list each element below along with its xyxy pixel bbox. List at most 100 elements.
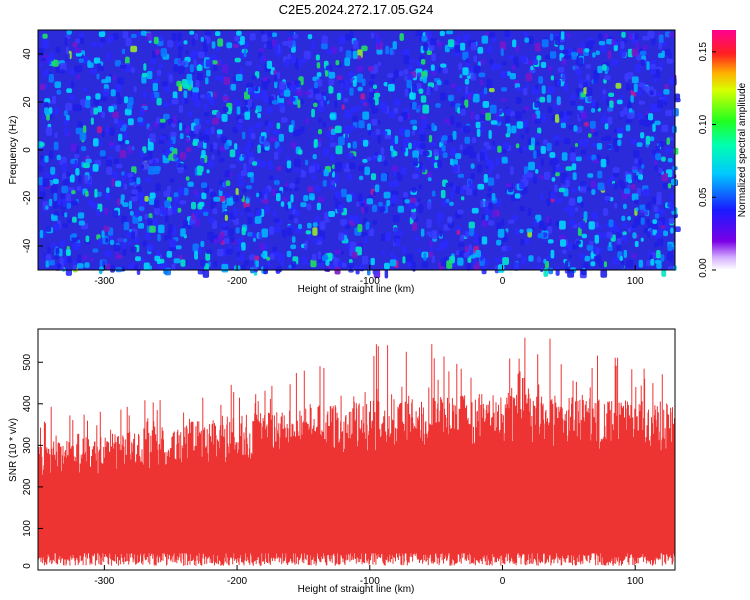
heatmap-cell	[473, 258, 477, 266]
heatmap-cell	[588, 133, 592, 138]
heatmap-cell	[222, 202, 226, 211]
heatmap-cell	[76, 263, 84, 269]
heatmap-cell	[635, 64, 642, 73]
heatmap-cell	[262, 81, 268, 90]
heatmap-cell	[196, 72, 204, 80]
heatmap-cell	[429, 141, 437, 147]
heatmap-cell	[108, 35, 114, 42]
heatmap-cell	[71, 190, 76, 195]
heatmap-cell	[247, 139, 252, 148]
heatmap-cell	[108, 142, 114, 147]
heatmap-cell	[357, 86, 363, 92]
heatmap-cell	[147, 151, 153, 160]
heatmap-cell	[514, 83, 521, 89]
heatmap-cell	[412, 265, 416, 272]
heatmap-cell	[52, 178, 59, 184]
heatmap-cell	[158, 140, 165, 145]
heatmap-cell	[560, 118, 568, 123]
heatmap-cell	[303, 50, 311, 60]
heatmap-cell	[374, 151, 379, 156]
heatmap-cell	[577, 47, 584, 54]
heatmap-cell	[525, 84, 529, 89]
heatmap-cell	[135, 256, 141, 262]
heatmap-cell	[239, 156, 244, 161]
heatmap-cell	[127, 241, 133, 246]
heatmap-cell	[289, 84, 297, 92]
heatmap-cell	[344, 79, 350, 86]
heatmap-cell	[334, 249, 341, 255]
heatmap-cell	[425, 30, 432, 36]
heatmap-cell	[267, 259, 271, 268]
heatmap-cell	[379, 206, 385, 213]
heatmap-cell	[79, 37, 85, 45]
heatmap-cell	[184, 165, 188, 170]
heatmap-cell	[124, 96, 129, 104]
heatmap-cell	[163, 102, 170, 108]
heatmap-cell	[663, 230, 668, 237]
heatmap-cell	[63, 110, 68, 117]
heatmap-cell	[198, 64, 202, 71]
heatmap-cell	[546, 215, 550, 224]
heatmap-cell	[585, 64, 591, 69]
heatmap-cell	[574, 143, 578, 147]
heatmap-cell	[113, 158, 119, 165]
heatmap-cell	[69, 95, 75, 101]
heatmap-cell	[95, 93, 101, 100]
heatmap-cell	[66, 30, 72, 35]
heatmap-cell	[485, 158, 493, 167]
heatmap-cell	[560, 31, 565, 40]
heatmap-cell	[454, 44, 460, 54]
heatmap-cell	[428, 250, 433, 258]
heatmap-cell	[559, 220, 566, 230]
heatmap-cell	[356, 73, 363, 83]
heatmap-cell	[547, 255, 552, 261]
heatmap-cell	[511, 64, 516, 70]
heatmap-cell	[439, 92, 447, 101]
heatmap-cell	[591, 154, 597, 161]
heatmap-cell	[631, 76, 639, 84]
heatmap-cell	[385, 233, 389, 241]
heatmap-cell	[196, 171, 203, 176]
heatmap-cell	[141, 75, 147, 84]
heatmap-cell	[616, 245, 622, 251]
heatmap-cell	[469, 228, 475, 237]
heatmap-cell	[161, 210, 167, 217]
heatmap-cell	[389, 110, 395, 118]
x-tick-label: 100	[627, 576, 644, 587]
heatmap-cell	[203, 112, 210, 117]
heatmap-cell	[167, 230, 172, 239]
heatmap-cell	[638, 169, 643, 175]
heatmap-cell	[673, 108, 679, 117]
heatmap-cell	[380, 233, 387, 241]
heatmap-cell	[236, 251, 241, 257]
heatmap-cell	[664, 49, 671, 56]
heatmap-cell	[352, 40, 359, 50]
heatmap-cell	[504, 30, 511, 37]
heatmap-cell	[652, 149, 656, 155]
heatmap-cell	[332, 171, 335, 178]
heatmap-cell	[393, 98, 401, 106]
heatmap-cell	[206, 169, 210, 174]
heatmap-cell	[288, 43, 293, 49]
heatmap-cell	[595, 50, 600, 56]
heatmap-cell	[426, 219, 432, 229]
heatmap-cell	[462, 51, 469, 60]
heatmap-cell	[370, 257, 375, 266]
heatmap-cell	[332, 183, 336, 191]
heatmap-cell	[370, 74, 376, 80]
heatmap-cell	[213, 238, 218, 244]
heatmap-cell	[131, 189, 138, 195]
heatmap-cell	[323, 169, 329, 177]
heatmap-cell	[326, 131, 331, 137]
heatmap-cell	[600, 44, 607, 53]
heatmap-cell	[103, 88, 110, 97]
heatmap-cell	[526, 172, 534, 178]
x-tick-label: -100	[360, 576, 380, 587]
heatmap-cell	[328, 79, 335, 86]
heatmap-cell	[630, 95, 634, 103]
heatmap-cell	[566, 32, 571, 39]
heatmap-cell	[541, 39, 549, 48]
heatmap-cell	[85, 235, 90, 243]
heatmap-cell	[467, 93, 472, 101]
heatmap-cell	[300, 169, 304, 178]
